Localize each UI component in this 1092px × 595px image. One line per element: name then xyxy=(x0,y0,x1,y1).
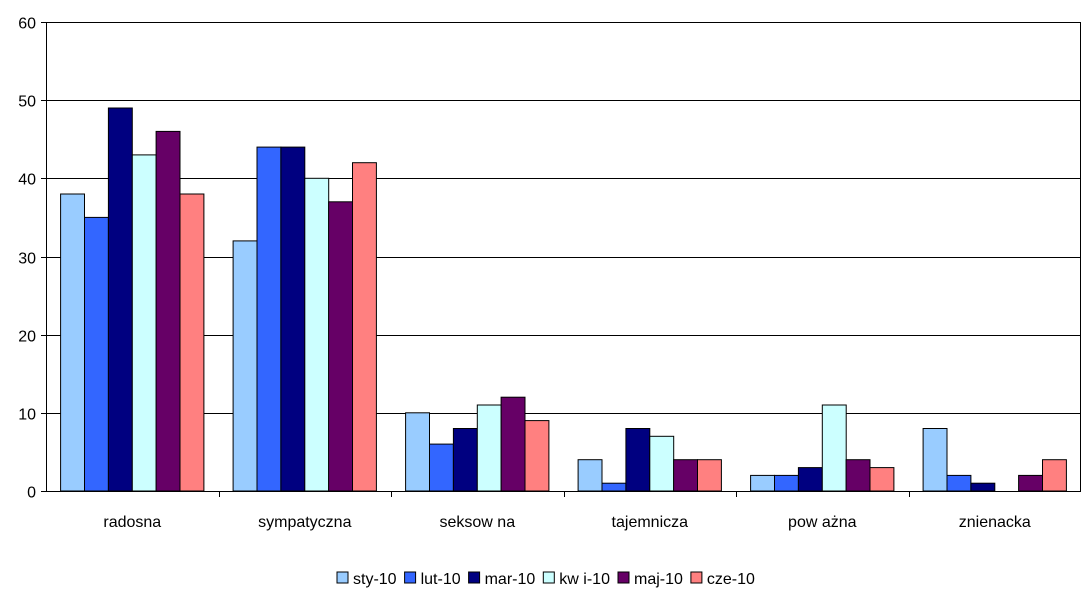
bar xyxy=(405,412,431,492)
bar xyxy=(155,130,181,492)
y-tick-label: 60 xyxy=(18,16,36,33)
bars xyxy=(60,107,1067,492)
bar xyxy=(452,428,478,492)
bar xyxy=(845,459,871,492)
bar xyxy=(750,474,775,492)
legend-swatch xyxy=(404,571,417,584)
gridlines xyxy=(46,22,1081,491)
y-tick-labels: 0 10 20 30 40 50 60 xyxy=(18,16,46,502)
legend-label: sty-10 xyxy=(353,571,397,588)
legend-label: kw i-10 xyxy=(559,571,610,588)
bar xyxy=(352,162,377,492)
x-tick-label: seksow na xyxy=(440,514,516,531)
legend-swatch xyxy=(690,571,703,584)
x-tick-labels: radosna sympatyczna seksow na tajemnicza pow… xyxy=(103,491,1031,531)
bar xyxy=(60,193,85,492)
legend: sty-10 lut-10 mar-10 kw i-10 maj-10 cze-10 xyxy=(336,571,755,588)
y-tick-label: 40 xyxy=(18,172,36,189)
bar xyxy=(232,240,258,492)
x-tick-label: tajemnicza xyxy=(612,514,689,531)
bar xyxy=(673,459,698,492)
bar xyxy=(821,404,847,492)
legend-label: lut-10 xyxy=(421,571,461,588)
bar xyxy=(869,467,895,492)
bar xyxy=(970,482,996,492)
y-tick-label: 20 xyxy=(18,329,36,346)
bar xyxy=(84,216,109,492)
bar xyxy=(131,154,157,492)
legend-swatch xyxy=(468,571,481,584)
x-tick-label: znienacka xyxy=(959,514,1031,531)
bar xyxy=(1042,459,1067,492)
bar xyxy=(774,474,799,492)
bar xyxy=(797,467,823,492)
y-tick-label: 30 xyxy=(18,251,36,268)
bar xyxy=(922,428,948,492)
bar xyxy=(328,201,354,492)
bar xyxy=(601,482,627,492)
bar xyxy=(107,107,133,492)
bar xyxy=(280,146,306,492)
x-tick-label: sympatyczna xyxy=(258,514,351,531)
bar xyxy=(1018,474,1043,492)
legend-label: cze-10 xyxy=(707,571,755,588)
x-tick-label: pow ażna xyxy=(788,514,857,531)
bar xyxy=(524,420,550,492)
bar xyxy=(697,459,722,492)
bar xyxy=(304,177,330,492)
x-tick-label: radosna xyxy=(103,514,161,531)
bar xyxy=(946,474,972,492)
bar xyxy=(256,146,282,492)
bar xyxy=(649,435,675,492)
bar xyxy=(179,193,205,492)
legend-swatch xyxy=(542,571,555,584)
bar xyxy=(577,459,603,492)
bar xyxy=(429,443,454,492)
legend-swatch xyxy=(336,571,349,584)
bar xyxy=(500,396,526,492)
y-tick-label: 50 xyxy=(18,94,36,111)
y-tick-label: 0 xyxy=(27,485,36,502)
legend-label: mar-10 xyxy=(485,571,536,588)
bar xyxy=(476,404,502,492)
legend-label: maj-10 xyxy=(634,571,683,588)
legend-swatch xyxy=(617,571,630,584)
y-tick-label: 10 xyxy=(18,407,36,424)
bar xyxy=(625,428,651,492)
